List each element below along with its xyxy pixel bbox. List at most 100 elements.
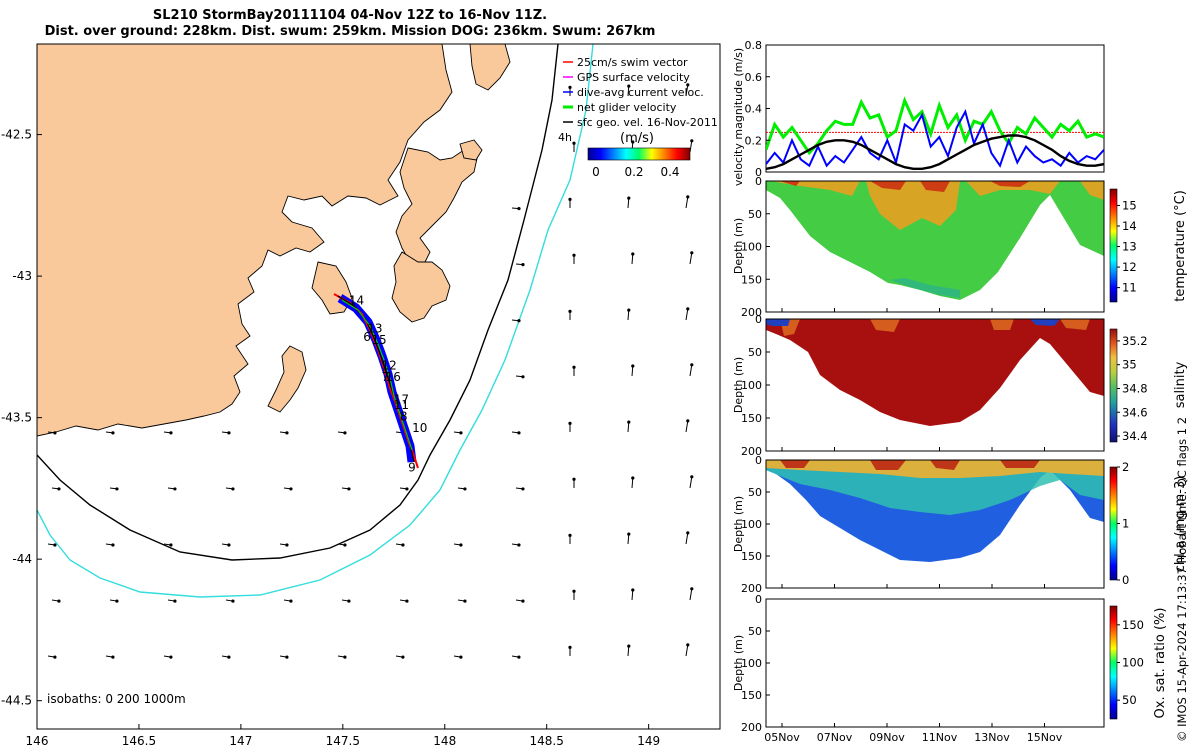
- current-vector: [627, 310, 630, 321]
- current-vector-head: [572, 141, 576, 145]
- colorbar-tick-label: 100: [1122, 656, 1144, 670]
- current-vector-head: [572, 589, 576, 593]
- current-vector: [685, 308, 689, 321]
- current-vector-head: [690, 587, 694, 591]
- current-vector-head: [686, 643, 690, 647]
- time-x-axis: 05Nov 07Nov 09Nov 11Nov 13Nov 15Nov: [764, 308, 1063, 744]
- depth-tick-label: 0: [755, 313, 762, 326]
- map-x-tick-label: 146: [26, 734, 49, 748]
- salinity-y-axis: 0 50 100 150 200: [741, 313, 770, 458]
- colorbar-tick-label: 11: [1122, 281, 1137, 295]
- oxygen-clabel: Ox. sat. ratio (%): [1153, 608, 1168, 719]
- current-vector-head: [169, 431, 173, 435]
- current-vector-head: [115, 487, 119, 491]
- salinity-colorbar-ticks: 34.4 34.6 34.8 35 35.2: [1117, 334, 1148, 443]
- chla-y-axis: 0 50 100 150 200: [741, 454, 770, 595]
- isobath-note: isobaths: 0 200 1000m: [47, 692, 186, 706]
- current-vector-head: [463, 487, 467, 491]
- current-vector-head: [173, 487, 177, 491]
- legend-swim-vector: 25cm/s swim vector: [577, 56, 688, 69]
- salinity-ylabel: Depth (m): [732, 357, 745, 413]
- current-vector-head: [690, 363, 694, 367]
- current-vector-head: [57, 599, 61, 603]
- current-vector-head: [568, 645, 572, 649]
- colorbar-tick-label: 15: [1122, 198, 1137, 212]
- current-vector-head: [173, 599, 177, 603]
- current-vector: [631, 253, 634, 265]
- current-vector: [689, 140, 693, 153]
- depth-tick-label: 50: [748, 486, 762, 499]
- current-vector-head: [227, 543, 231, 547]
- map-y-tick-label: -44: [12, 552, 32, 566]
- current-vector-head: [686, 307, 690, 311]
- current-vector-head: [517, 655, 521, 659]
- current-vector-head: [631, 140, 635, 144]
- depth-tick-label: 150: [741, 550, 762, 563]
- track-day-label: 9: [408, 460, 416, 474]
- land-tasmania: [37, 44, 453, 437]
- current-vector-head: [690, 251, 694, 255]
- current-vector-head: [517, 319, 521, 323]
- track-day-label: 14: [349, 293, 364, 307]
- depth-tick-label: 50: [748, 208, 762, 221]
- current-vector-head: [343, 655, 347, 659]
- current-vector-head: [627, 532, 631, 536]
- time-tick-label: 07Nov: [817, 731, 853, 744]
- current-vector: [631, 589, 634, 601]
- current-vector-head: [285, 543, 289, 547]
- current-vector-head: [572, 477, 576, 481]
- depth-tick-label: 0: [755, 593, 762, 606]
- current-vector-head: [631, 476, 635, 480]
- current-vector-head: [53, 543, 57, 547]
- colorbar-tick-label: 35: [1122, 358, 1137, 372]
- colorbar-tick-label: 34.8: [1122, 381, 1148, 395]
- map-colorbar: [587, 147, 691, 161]
- colorbar-tick-label: 13: [1122, 240, 1137, 254]
- temperature-field-deep: [766, 181, 1104, 300]
- current-vector-head: [459, 543, 463, 547]
- colorbar-tick-label: 35.2: [1122, 334, 1148, 348]
- temperature-field-warm: [770, 181, 1104, 230]
- land-tasman-peninsula: [391, 251, 451, 323]
- time-tick-label: 05Nov: [764, 731, 800, 744]
- current-vector-head: [169, 543, 173, 547]
- current-vector-head: [627, 420, 631, 424]
- current-vector-head: [521, 487, 525, 491]
- depth-tick-label: 200: [741, 306, 762, 319]
- track-day-label: 6: [363, 330, 371, 344]
- time-tick-label: 15Nov: [1027, 731, 1063, 744]
- current-vector: [631, 365, 634, 377]
- map-y-axis: -42.5 -43 -43.5 -44 -44.5: [1, 128, 42, 708]
- current-vector-head: [686, 83, 690, 87]
- current-vector-head: [231, 599, 235, 603]
- depth-tick-label: 150: [741, 689, 762, 702]
- depth-tick-label: 50: [748, 346, 762, 359]
- legend-sfc-geo: sfc geo. vel. 16-Nov-2011: [577, 116, 718, 129]
- temperature-ylabel: Depth (m): [732, 218, 745, 274]
- depth-tick-label: 100: [741, 241, 762, 254]
- current-vector-head: [405, 599, 409, 603]
- temperature-field-cool: [890, 278, 960, 298]
- map-x-tick-label: 148.5: [530, 734, 564, 748]
- map-x-tick-label: 149: [637, 734, 660, 748]
- colorbar-tick-label: 14: [1122, 219, 1137, 233]
- current-vector-head: [517, 543, 521, 547]
- depth-tick-label: 200: [741, 582, 762, 595]
- track-day-label: 16: [386, 370, 401, 384]
- velocity-y-axis: 0 0.2 0.4 0.6 0.8: [745, 39, 770, 179]
- current-vector: [627, 86, 630, 97]
- legend-4h: 4h: [558, 131, 572, 144]
- current-vector-head: [568, 309, 572, 313]
- colorbar-tick-02: 0.2: [624, 165, 643, 179]
- colorbar-tick-label: 0: [1122, 573, 1129, 587]
- current-vector: [627, 534, 630, 545]
- velocity-frame: [765, 44, 1105, 173]
- map-y-tick-label: -42.5: [1, 128, 32, 142]
- current-vector: [627, 198, 630, 209]
- oxygen-colorbar: [1109, 605, 1118, 720]
- current-vector: [689, 476, 693, 489]
- temperature-y-axis: 0 50 100 150 200: [741, 175, 770, 319]
- current-vector: [689, 588, 693, 601]
- current-vector-head: [111, 655, 115, 659]
